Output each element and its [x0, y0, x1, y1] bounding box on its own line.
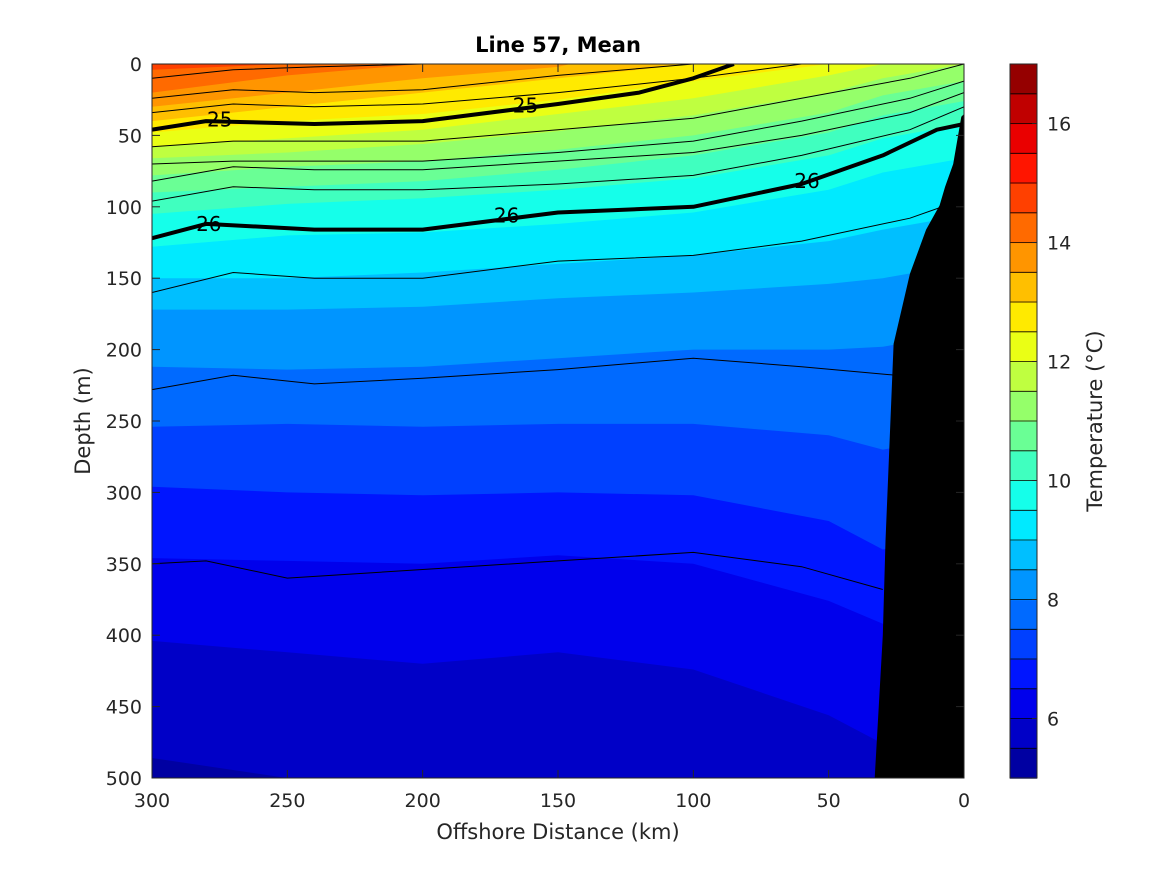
bathymetry [874, 114, 964, 778]
x-tick-label: 100 [675, 790, 711, 812]
thin-contour [152, 64, 694, 99]
colorbar-swatch [1010, 540, 1037, 571]
thin-contour [152, 551, 883, 590]
colorbar-frame [1009, 63, 1038, 779]
colorbar: 6 8 10 12 14 16 [1009, 63, 1071, 779]
x-tick-label: 150 [540, 790, 576, 812]
y-tick-label: 300 [106, 482, 142, 504]
y-tick-label: 500 [106, 768, 142, 790]
colorbar-tick-label: 14 [1047, 233, 1071, 255]
y-tick-label: 250 [106, 411, 142, 433]
y-tick-label: 450 [106, 697, 142, 719]
x-tick-label: 50 [817, 790, 841, 812]
colorbar-swatch [1010, 569, 1037, 601]
band-5 [152, 758, 964, 778]
contour-fill [152, 64, 964, 778]
colorbar-swatch [1010, 450, 1037, 482]
x-tick-label: 300 [134, 790, 170, 812]
contour-label: 26 [196, 212, 221, 236]
colorbar-swatch [1010, 510, 1037, 541]
contour-label: 25 [207, 108, 232, 132]
x-axis: 300 250 200 150 100 50 0 [134, 64, 970, 812]
y-axis: 0 50 100 150 200 250 300 350 400 450 500 [106, 54, 964, 790]
colorbar-swatch [1010, 331, 1037, 363]
band-5.5 [152, 640, 964, 778]
x-tick-label: 250 [269, 790, 305, 812]
x-tick-label: 0 [958, 790, 970, 812]
colorbar-swatch [1010, 480, 1037, 511]
colorbar-swatch [1010, 183, 1037, 214]
thin-contour [152, 203, 951, 293]
colorbar-swatch [1010, 748, 1037, 779]
colorbar-swatch [1010, 272, 1037, 303]
colorbar-swatch [1010, 688, 1037, 720]
bold-contour-25 [152, 64, 735, 132]
thin-contour [152, 106, 964, 202]
y-tick-label: 50 [118, 125, 142, 147]
y-tick-label: 350 [106, 554, 142, 576]
thin-contour [152, 80, 964, 165]
colorbar-swatch [1010, 93, 1037, 125]
colorbar-swatch [1010, 599, 1037, 630]
colorbar-swatch [1010, 718, 1037, 749]
thin-contour [152, 64, 964, 148]
contour-label: 26 [794, 169, 819, 193]
y-axis-label: Depth (m) [71, 367, 95, 474]
colorbar-swatch [1010, 302, 1037, 333]
colorbar-tick-label: 16 [1047, 114, 1071, 136]
colorbar-swatch [1010, 629, 1037, 660]
thin-contour [152, 64, 423, 79]
contour-label: 26 [494, 203, 519, 227]
thin-contour [152, 357, 897, 391]
colorbar-tick-label: 8 [1047, 590, 1059, 612]
y-tick-label: 100 [106, 197, 142, 219]
colorbar-swatch [1010, 659, 1037, 690]
chart-title: Line 57, Mean [475, 33, 641, 57]
contour-labels: 25 25 26 26 26 [196, 93, 820, 236]
colorbar-swatch [1010, 212, 1037, 244]
y-tick-label: 400 [106, 625, 142, 647]
x-tick-label: 200 [405, 790, 441, 812]
colorbar-swatch [1010, 123, 1037, 154]
x-axis-label: Offshore Distance (km) [436, 820, 679, 844]
colorbar-tick-label: 10 [1047, 471, 1071, 493]
colorbar-swatch [1010, 64, 1037, 95]
colorbar-swatch [1010, 391, 1037, 422]
bathymetry-shelf [874, 114, 964, 778]
thin-contour [152, 92, 964, 182]
colorbar-label: Temperature (°C) [1083, 330, 1107, 512]
contour-label: 25 [513, 93, 538, 117]
colorbar-swatch [1010, 242, 1037, 273]
bold-contour-26 [152, 122, 964, 241]
contour-lines [152, 64, 964, 590]
colorbar-tick-label: 12 [1047, 352, 1071, 374]
colorbar-swatch [1010, 421, 1037, 452]
colorbar-tick-label: 6 [1047, 709, 1059, 731]
colorbar-swatch [1010, 153, 1037, 184]
y-tick-label: 0 [130, 54, 142, 76]
y-tick-label: 150 [106, 268, 142, 290]
colorbar-swatch [1010, 361, 1037, 392]
y-tick-label: 200 [106, 340, 142, 362]
